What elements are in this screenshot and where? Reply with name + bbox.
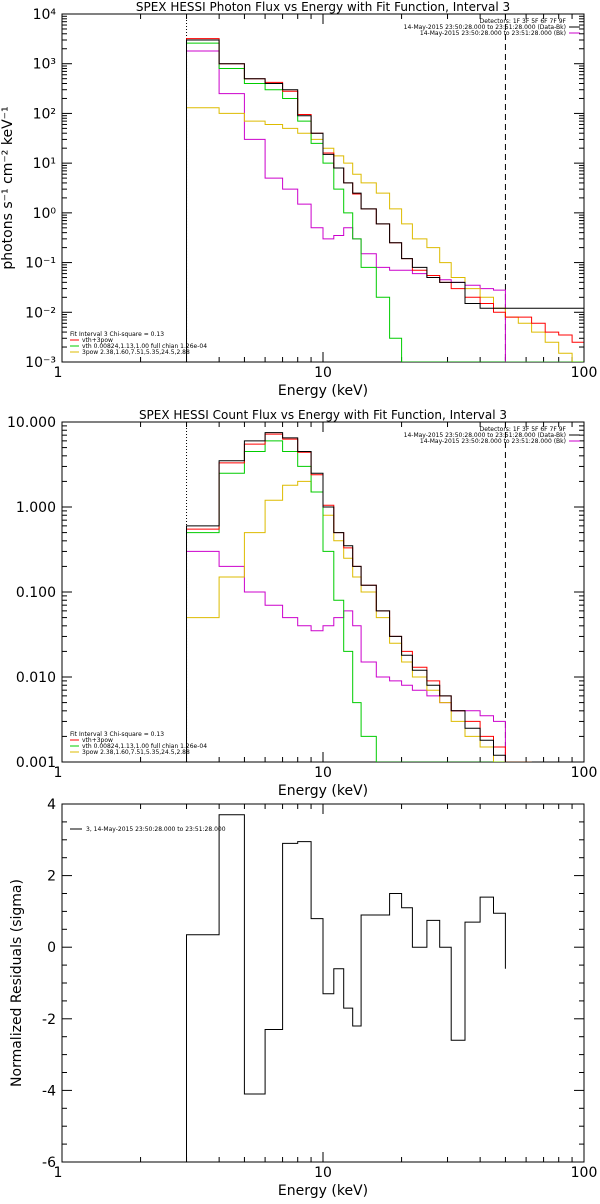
y-tick-label: -2	[42, 1012, 56, 1028]
chart-title: SPEX HESSI Count Flux vs Energy with Fit…	[139, 408, 507, 422]
y-tick-label: 0.100	[16, 585, 56, 601]
y-tick-label: -6	[42, 1155, 56, 1171]
y-tick-label: 0.001	[16, 755, 56, 771]
x-tick-label: 100	[571, 765, 598, 781]
x-axis-label: Energy (keV)	[278, 783, 368, 799]
y-tick-label: 10⁻²	[25, 305, 56, 321]
y-axis-label: Normalized Residuals (sigma)	[9, 879, 25, 1087]
legend-bottom-entry: vth+3pow	[82, 737, 113, 744]
x-axis-label: Energy (keV)	[278, 1183, 368, 1199]
legend-top-entry: 14-May-2015 23:50:28.000 to 23:51:28.000…	[404, 24, 566, 31]
series-line-3	[186, 42, 584, 362]
legend-top-entry: Detectors: 1F 3F 5F 6F 7F 9F	[480, 18, 567, 25]
x-axis-label: Energy (keV)	[278, 383, 368, 399]
legend-bottom-entry: vth 0.00824,1.13,1.00 full chian 1.26e-0…	[82, 343, 207, 350]
x-tick-label: 1	[54, 765, 63, 781]
y-tick-label: -4	[42, 1083, 56, 1099]
series-line-5	[186, 550, 533, 762]
y-tick-label: 10¹	[33, 156, 56, 172]
x-tick-label: 10	[314, 765, 332, 781]
y-tick-label: 1.000	[16, 500, 56, 516]
legend-bottom-entry: 3pow 2.38,1.60,7.51,5.35,24.5,2.88	[82, 749, 190, 756]
y-tick-label: 10⁻¹	[25, 256, 56, 272]
series-line-1	[186, 39, 584, 362]
series-line-5	[186, 50, 584, 362]
legend-bottom-entry: Fit Interval 3 Chi-square = 0.13	[70, 731, 164, 738]
chart-panel-3: 1 10 100 Energy (keV) -6 -4 -2 0 2 4 Normalized Re…	[9, 797, 597, 1199]
legend-top-entry: 14-May-2015 23:50:28.000 to 23:51:28.000…	[420, 438, 566, 445]
series-line-1	[186, 432, 533, 762]
chart-panel-2: SPEX HESSI Count Flux vs Energy with Fit…	[7, 408, 597, 799]
x-tick-label: 1	[54, 1165, 63, 1181]
y-tick-label: 10²	[33, 106, 56, 122]
y-tick-label: 0.010	[16, 670, 56, 686]
y-tick-label: 10⁰	[33, 206, 57, 222]
legend-bottom-entry: vth+3pow	[82, 337, 113, 344]
legend-top-entry: 14-May-2015 23:50:28.000 to 23:51:28.000…	[404, 432, 566, 439]
y-tick-label: 10.000	[7, 415, 56, 431]
series-line-4	[186, 480, 533, 762]
y-tick-label: 2	[47, 869, 56, 885]
series-line-3	[186, 440, 533, 762]
x-tick-label: 10	[314, 365, 332, 381]
y-tick-label: 10⁴	[33, 7, 57, 23]
series-line-1	[186, 814, 506, 1162]
legend-bottom-entry: Fit Interval 3 Chi-square = 0.13	[70, 331, 164, 338]
legend-bottom-entry: vth 0.00824,1.13,1.00 full chian 1.26e-0…	[82, 743, 207, 750]
legend-bottom-entry: 3pow 2.38,1.60,7.51,5.35,24.5,2.88	[82, 349, 190, 356]
x-tick-label: 1	[54, 365, 63, 381]
y-tick-label: 10³	[33, 57, 56, 73]
y-tick-label: 4	[47, 797, 56, 813]
y-tick-label: 10⁻³	[25, 355, 56, 371]
legend-entry: 3, 14-May-2015 23:50:28.000 to 23:51:28.…	[86, 826, 226, 833]
x-tick-label: 100	[571, 1165, 598, 1181]
series-line-2	[186, 38, 584, 362]
y-tick-label: 0	[47, 940, 56, 956]
legend-top-entry: 14-May-2015 23:50:28.000 to 23:51:28.000…	[420, 30, 566, 37]
x-tick-label: 100	[571, 365, 598, 381]
y-axis-label: photons s⁻¹ cm⁻² keV⁻¹	[0, 106, 16, 269]
x-tick-label: 10	[314, 1165, 332, 1181]
chart-panel-1: SPEX HESSI Photon Flux vs Energy with Fi…	[0, 0, 597, 399]
series-line-4	[186, 107, 584, 362]
legend-top-entry: Detectors: 1F 3F 5F 6F 7F 9F	[480, 426, 567, 433]
chart-title: SPEX HESSI Photon Flux vs Energy with Fi…	[136, 0, 510, 14]
